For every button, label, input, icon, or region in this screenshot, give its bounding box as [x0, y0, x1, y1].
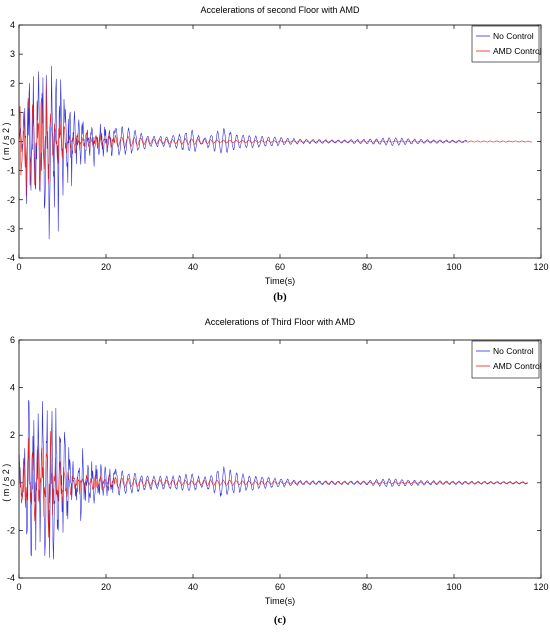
- y-tick-label: 4: [10, 383, 15, 393]
- y-tick-label: 6: [10, 335, 15, 345]
- x-tick-label: 0: [16, 582, 21, 592]
- x-tick-label: 60: [275, 582, 285, 592]
- legend-label: AMD Control: [493, 361, 542, 371]
- plot-frame: [18, 339, 542, 579]
- x-axis-label: Time(s): [265, 276, 295, 286]
- y-tick-label: -2: [7, 195, 15, 205]
- chart-title: Accelerations of second Floor with AMD: [200, 5, 360, 15]
- x-tick-label: 60: [275, 262, 285, 272]
- y-tick-label: 0: [10, 478, 15, 488]
- legend-box: [471, 25, 540, 63]
- y-tick-label: -2: [7, 525, 15, 535]
- y-tick-label: -3: [7, 224, 15, 234]
- x-tick-label: 40: [188, 262, 198, 272]
- x-tick-label: 120: [533, 262, 548, 272]
- figure-caption: (b): [273, 291, 287, 303]
- x-tick-label: 80: [362, 262, 372, 272]
- figure-caption: (c): [274, 614, 287, 626]
- y-tick-label: -4: [7, 253, 15, 263]
- x-tick-label: 100: [446, 582, 461, 592]
- legend-label: AMD Control: [493, 46, 542, 56]
- y-tick-label: 1: [10, 107, 15, 117]
- series-line-no-control: [19, 65, 468, 240]
- legend: No Control AMD Control: [471, 25, 542, 63]
- y-axis-label: ( m / s 2 ): [1, 122, 11, 160]
- x-tick-label: 80: [362, 582, 372, 592]
- y-tick-label: -4: [7, 573, 15, 583]
- x-tick-label: 40: [188, 582, 198, 592]
- y-tick-label: -1: [7, 166, 15, 176]
- x-tick-label: 0: [16, 262, 21, 272]
- y-tick-label: 2: [10, 430, 15, 440]
- x-axis-label: Time(s): [265, 596, 295, 606]
- chart-title: Accelerations of Third Floor with AMD: [205, 317, 356, 327]
- series-line-amd-control: [19, 83, 533, 196]
- y-tick-label: 4: [10, 20, 15, 30]
- x-tick-label: 20: [101, 582, 111, 592]
- chart-panel-1: Accelerations of second Floor with AMD 0 2…: [1, 5, 549, 303]
- legend-label: No Control: [493, 346, 534, 356]
- x-tick-label: 100: [446, 262, 461, 272]
- legend-box: [471, 340, 540, 379]
- y-tick-label: 0: [10, 137, 15, 147]
- y-axis-label: ( m / s 2 ): [1, 464, 11, 502]
- series-line-no-control: [19, 400, 528, 560]
- legend: No Control AMD Control: [471, 340, 542, 379]
- x-tick-label: 20: [101, 262, 111, 272]
- x-tick-label: 120: [533, 582, 548, 592]
- series-line-amd-control: [19, 431, 528, 538]
- legend-label: No Control: [493, 31, 534, 41]
- y-tick-label: 2: [10, 78, 15, 88]
- y-tick-label: 3: [10, 49, 15, 59]
